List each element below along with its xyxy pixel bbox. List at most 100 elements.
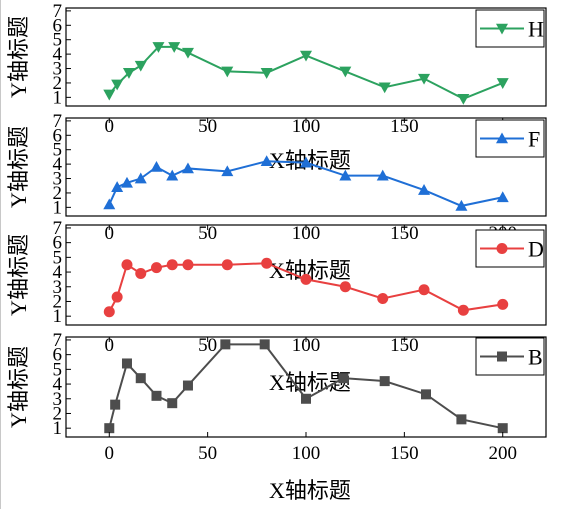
- data-point: [496, 191, 509, 203]
- y-tick-label: 1: [53, 418, 63, 439]
- panel-F: 1234567050100150200Y轴标题X轴标题F: [6, 111, 547, 218]
- y-tick-label: 5: [53, 247, 63, 268]
- x-tick-label: 50: [198, 335, 217, 356]
- y-tick-label: 7: [53, 111, 63, 132]
- bottom-x-axis-title: X轴标题: [269, 478, 351, 503]
- y-tick-label: 3: [53, 277, 63, 298]
- data-point: [221, 259, 233, 271]
- y-axis-title: Y轴标题: [6, 126, 31, 208]
- data-point: [378, 82, 391, 94]
- y-tick-label: 6: [53, 233, 63, 254]
- data-point: [418, 284, 430, 296]
- data-point: [300, 156, 312, 168]
- x-tick-label: 0: [105, 223, 115, 244]
- data-point: [379, 376, 390, 387]
- data-point: [181, 162, 194, 174]
- data-point: [167, 398, 178, 409]
- y-tick-label: 4: [53, 262, 63, 283]
- data-point: [418, 73, 431, 85]
- data-point: [111, 79, 124, 91]
- data-point: [151, 390, 162, 401]
- y-tick-label: 1: [53, 87, 63, 108]
- data-point: [497, 298, 509, 310]
- y-tick-label: 5: [53, 359, 63, 380]
- data-point: [135, 268, 147, 280]
- data-point: [110, 399, 121, 410]
- data-point: [182, 380, 193, 391]
- data-point: [152, 42, 165, 53]
- data-point: [338, 373, 349, 384]
- x-tick-label: 100: [292, 223, 321, 244]
- y-tick-label: 7: [53, 218, 63, 239]
- x-tick-label: 100: [292, 335, 321, 356]
- legend-label: D: [528, 237, 544, 262]
- x-tick-label: 150: [390, 116, 419, 137]
- bottom-x-tick-label: 100: [292, 443, 321, 464]
- legend-marker: [496, 243, 508, 254]
- data-point: [221, 165, 234, 177]
- data-point: [168, 42, 181, 53]
- data-point: [457, 304, 469, 316]
- y-tick-label: 3: [53, 169, 63, 190]
- x-tick-label: 150: [390, 223, 419, 244]
- y-tick-label: 4: [53, 44, 63, 65]
- data-point: [496, 78, 509, 89]
- y-tick-label: 1: [53, 306, 63, 327]
- data-point: [103, 306, 115, 318]
- data-point: [260, 155, 273, 167]
- data-point: [121, 358, 132, 369]
- data-point: [111, 181, 124, 192]
- y-tick-label: 3: [53, 59, 63, 80]
- data-point: [455, 199, 468, 211]
- data-point: [377, 293, 389, 305]
- data-point: [221, 66, 234, 78]
- x-tick-label: 100: [292, 116, 321, 137]
- data-point: [260, 68, 273, 79]
- data-point: [220, 339, 231, 350]
- bottom-x-tick-label: 200: [488, 443, 517, 464]
- y-tick-label: 2: [53, 73, 63, 94]
- bottom-x-tick-label: 0: [105, 443, 115, 464]
- y-tick-label: 6: [53, 15, 63, 36]
- x-tick-label: 150: [390, 335, 419, 356]
- data-point: [497, 423, 508, 434]
- legend-marker: [496, 132, 508, 144]
- data-point: [181, 47, 194, 59]
- y-tick-label: 2: [53, 291, 63, 312]
- panel-D: 1234567050100150200Y轴标题X轴标题D: [6, 218, 547, 327]
- legend-marker: [497, 351, 507, 362]
- data-point: [166, 169, 179, 181]
- data-point: [134, 172, 147, 184]
- y-tick-label: 4: [53, 374, 63, 395]
- data-point: [339, 169, 352, 181]
- data-point: [111, 291, 123, 303]
- data-point: [421, 389, 431, 400]
- data-point: [457, 93, 470, 105]
- x-tick-label: 0: [105, 335, 115, 356]
- bottom-x-tick-label: 150: [390, 443, 419, 464]
- x-tick-label: 0: [105, 116, 115, 137]
- legend-label: B: [528, 345, 543, 370]
- data-point: [104, 423, 115, 434]
- data-point: [259, 339, 270, 350]
- y-tick-label: 6: [53, 345, 63, 366]
- data-point: [166, 259, 178, 271]
- data-point: [300, 50, 312, 62]
- bottom-x-tick-label: 50: [198, 443, 217, 464]
- y-axis-title: Y轴标题: [6, 346, 31, 428]
- data-point: [456, 414, 467, 425]
- y-axis-title: Y轴标题: [6, 16, 31, 98]
- data-point: [418, 184, 431, 195]
- data-point: [135, 373, 146, 384]
- legend-marker: [496, 23, 508, 35]
- y-tick-label: 7: [53, 330, 63, 351]
- legend-label: H: [528, 17, 544, 42]
- data-point: [121, 259, 133, 271]
- data-point: [150, 262, 162, 274]
- y-axis-title: Y轴标题: [6, 234, 31, 316]
- data-point: [339, 281, 351, 293]
- data-point: [103, 198, 116, 210]
